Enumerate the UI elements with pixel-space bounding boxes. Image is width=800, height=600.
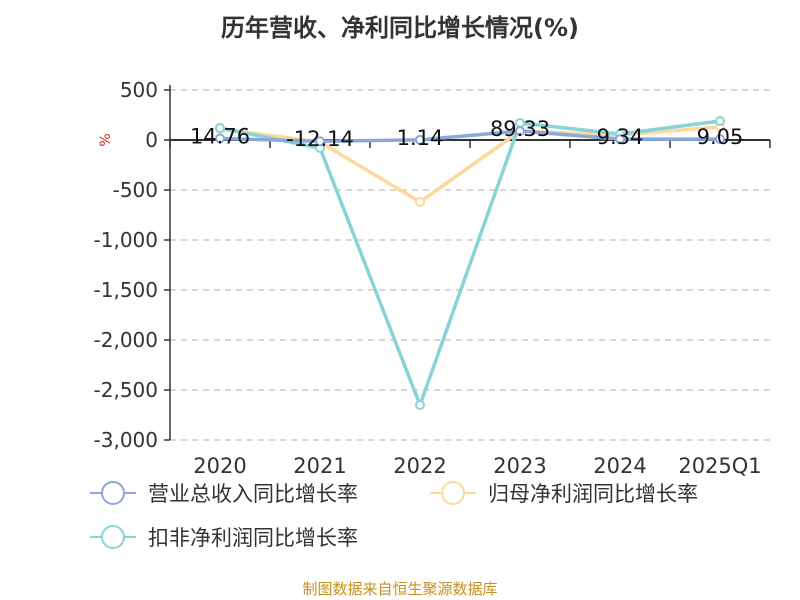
data-point (315, 136, 325, 147)
chart-title: 历年营收、净利同比增长情况(%) (221, 14, 579, 42)
legend-circle-icon (90, 481, 136, 505)
data-point (215, 133, 225, 144)
y-tick-label: -1,500 (94, 278, 158, 302)
x-tick-label: 2024 (593, 454, 646, 478)
legend-label: 营业总收入同比增长率 (148, 482, 358, 506)
series-line (219, 129, 721, 143)
x-tick-label: 2025Q1 (678, 454, 761, 478)
y-tick-label: -2,000 (94, 328, 158, 352)
legend-item-net-profit[interactable]: 归母净利润同比增长率 (428, 478, 698, 508)
data-label: 9.05 (697, 125, 744, 149)
legend-circle-icon (90, 525, 136, 549)
source-footer: 制图数据来自恒生聚源数据库 (302, 580, 498, 598)
data-point (215, 123, 225, 133)
data-label: 1.14 (397, 126, 444, 150)
y-tick-label: -500 (113, 178, 158, 202)
y-tick-label: -1,000 (94, 228, 158, 252)
data-label: 89.33 (490, 117, 550, 141)
series-line (219, 119, 721, 411)
data-point (715, 116, 725, 126)
x-tick-label: 2022 (393, 454, 446, 478)
data-label: 14.76 (190, 125, 250, 149)
data-point (715, 134, 725, 145)
legend-label: 扣非净利润同比增长率 (148, 526, 358, 550)
data-point (415, 197, 425, 207)
legend-label: 归母净利润同比增长率 (488, 482, 698, 506)
legend-circle-icon (430, 481, 476, 505)
legend-item-deducted-profit[interactable]: 扣非净利润同比增长率 (88, 522, 358, 552)
data-point (515, 126, 525, 137)
data-label: -12.14 (286, 127, 354, 151)
y-axis-label: % (98, 133, 114, 146)
y-tick-label: 0 (145, 128, 158, 152)
x-tick-label: 2020 (193, 454, 246, 478)
legend-item-revenue[interactable]: 营业总收入同比增长率 (88, 478, 358, 508)
data-label: 9.34 (597, 125, 644, 149)
x-tick-label: 2021 (293, 454, 346, 478)
y-tick-label: -2,500 (94, 378, 158, 402)
data-point (415, 400, 425, 410)
x-tick-label: 2023 (493, 454, 546, 478)
data-point (415, 134, 425, 145)
data-point (615, 134, 625, 145)
y-tick-label: 500 (120, 78, 158, 102)
y-tick-label: -3,000 (94, 428, 158, 452)
